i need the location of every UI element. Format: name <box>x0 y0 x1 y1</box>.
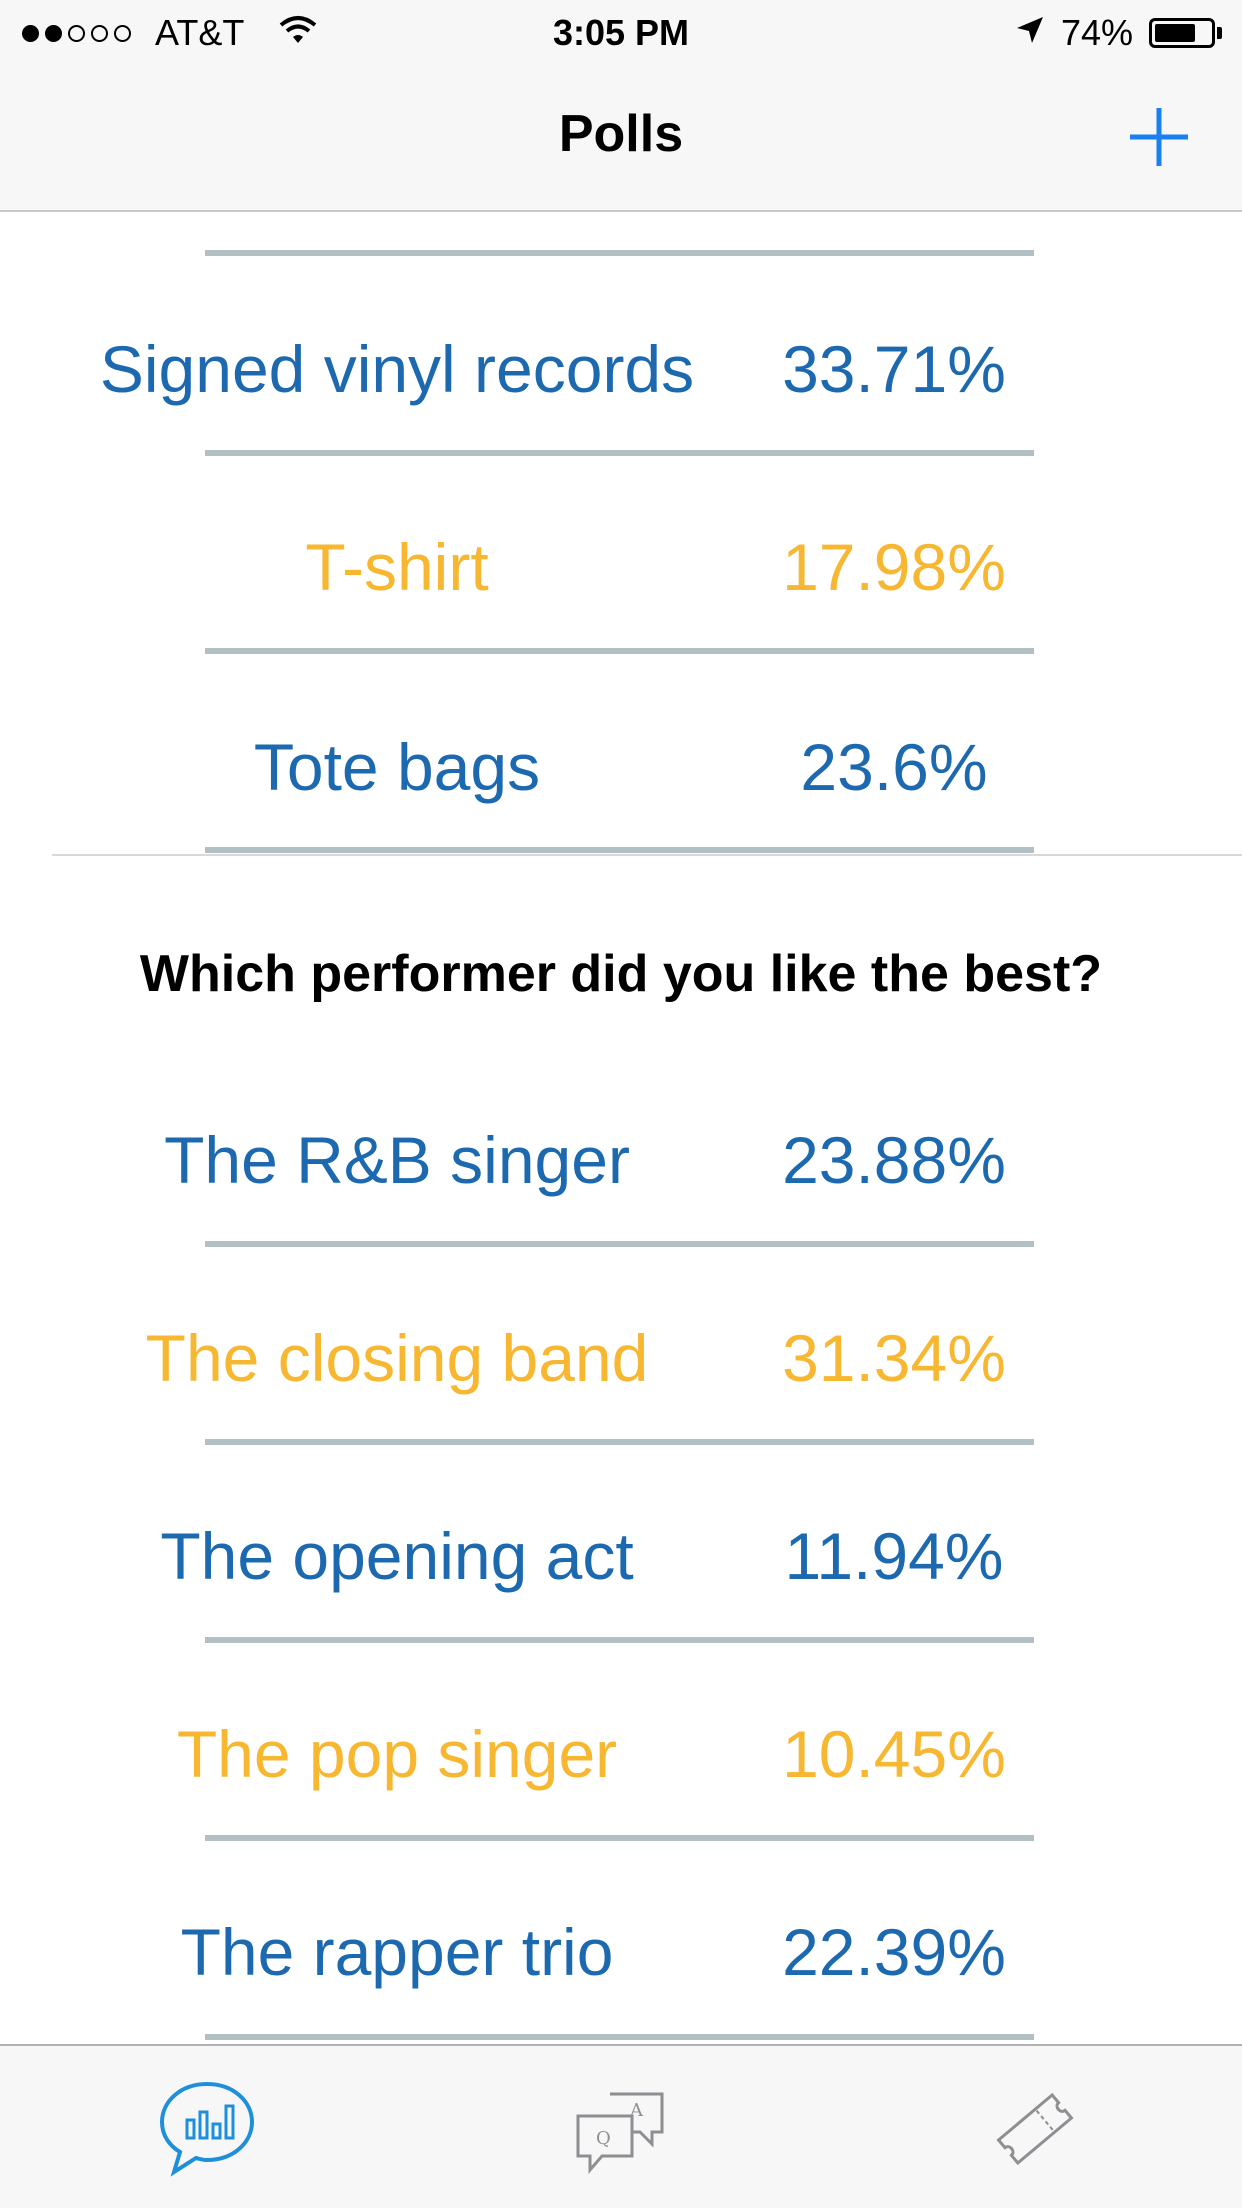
option-percentage: 11.94% <box>784 1519 1004 1593</box>
tab-bar: A Q <box>0 2044 1242 2208</box>
option-percentage: 31.34% <box>782 1321 1006 1395</box>
option-label: T-shirt <box>305 530 489 604</box>
option-label: The opening act <box>160 1519 634 1593</box>
status-time: 3:05 PM <box>552 12 690 53</box>
navigation-bar: Polls <box>0 66 1242 212</box>
option-percentage: 23.88% <box>782 1123 1006 1197</box>
svg-text:A: A <box>629 2100 644 2121</box>
poll-option-row[interactable]: The R&B singer 23.88% <box>0 1100 1242 1220</box>
battery-fill <box>1155 24 1195 42</box>
poll-separator <box>52 854 1242 856</box>
qa-chat-icon: A Q <box>576 2092 664 2175</box>
signal-strength-icon <box>22 24 131 42</box>
option-label: The R&B singer <box>164 1123 630 1197</box>
option-divider <box>205 1241 1034 1247</box>
option-divider <box>205 1637 1034 1643</box>
battery-icon <box>1149 18 1222 48</box>
poll-option-row[interactable]: The closing band 31.34% <box>0 1298 1242 1418</box>
poll-option-row[interactable]: The pop singer 10.45% <box>0 1694 1242 1814</box>
svg-text:Q: Q <box>596 2128 611 2149</box>
option-divider <box>205 847 1034 853</box>
signal-dot <box>114 24 131 42</box>
option-percentage: 10.45% <box>782 1717 1006 1791</box>
wifi-icon <box>278 12 318 54</box>
status-left: AT&T <box>22 12 318 54</box>
option-percentage: 17.98% <box>782 530 1006 604</box>
tab-tickets[interactable] <box>980 2074 1090 2184</box>
poll-option-row[interactable]: The opening act 11.94% <box>0 1496 1242 1616</box>
option-divider <box>205 1835 1034 1841</box>
battery-percent: 74% <box>1060 12 1133 53</box>
poll-chat-icon <box>159 2081 255 2177</box>
option-divider <box>205 1439 1034 1445</box>
option-percentage: 22.39% <box>782 1915 1006 1989</box>
status-bar: AT&T 3:05 PM 74% <box>0 0 1242 66</box>
polls-list[interactable]: Signed vinyl records 33.71% T-shirt 17.9… <box>0 212 1242 2044</box>
carrier-name: AT&T <box>155 12 245 53</box>
option-percentage: 33.71% <box>782 332 1006 406</box>
plus-icon <box>1130 108 1188 166</box>
poll-question: Which performer did you like the best? <box>139 945 1103 1003</box>
option-label: Tote bags <box>253 730 541 804</box>
option-divider <box>205 2034 1034 2040</box>
signal-dot <box>45 24 62 42</box>
poll-option-row[interactable]: T-shirt 17.98% <box>0 507 1242 627</box>
add-poll-button[interactable] <box>1128 106 1190 168</box>
poll-option-row[interactable]: The rapper trio 22.39% <box>0 1892 1242 2012</box>
page-title: Polls <box>558 105 684 163</box>
signal-dot <box>68 24 85 42</box>
option-label: The rapper trio <box>180 1915 614 1989</box>
option-label: The closing band <box>145 1321 649 1395</box>
signal-dot <box>22 24 39 42</box>
option-label: The pop singer <box>176 1717 618 1791</box>
option-label: Signed vinyl records <box>99 332 695 406</box>
option-divider <box>205 648 1034 654</box>
location-arrow-icon <box>1015 12 1045 54</box>
poll-option-row[interactable]: Signed vinyl records 33.71% <box>0 309 1242 429</box>
signal-dot <box>91 24 108 42</box>
poll-option-row[interactable]: Tote bags 23.6% <box>0 707 1242 827</box>
option-divider <box>205 250 1034 256</box>
ticket-icon <box>996 2092 1074 2166</box>
option-percentage: 23.6% <box>800 730 988 804</box>
tab-questions[interactable]: A Q <box>566 2074 676 2184</box>
status-right: 74% <box>1015 12 1222 54</box>
tab-polls[interactable] <box>152 2074 262 2184</box>
option-divider <box>205 450 1034 456</box>
